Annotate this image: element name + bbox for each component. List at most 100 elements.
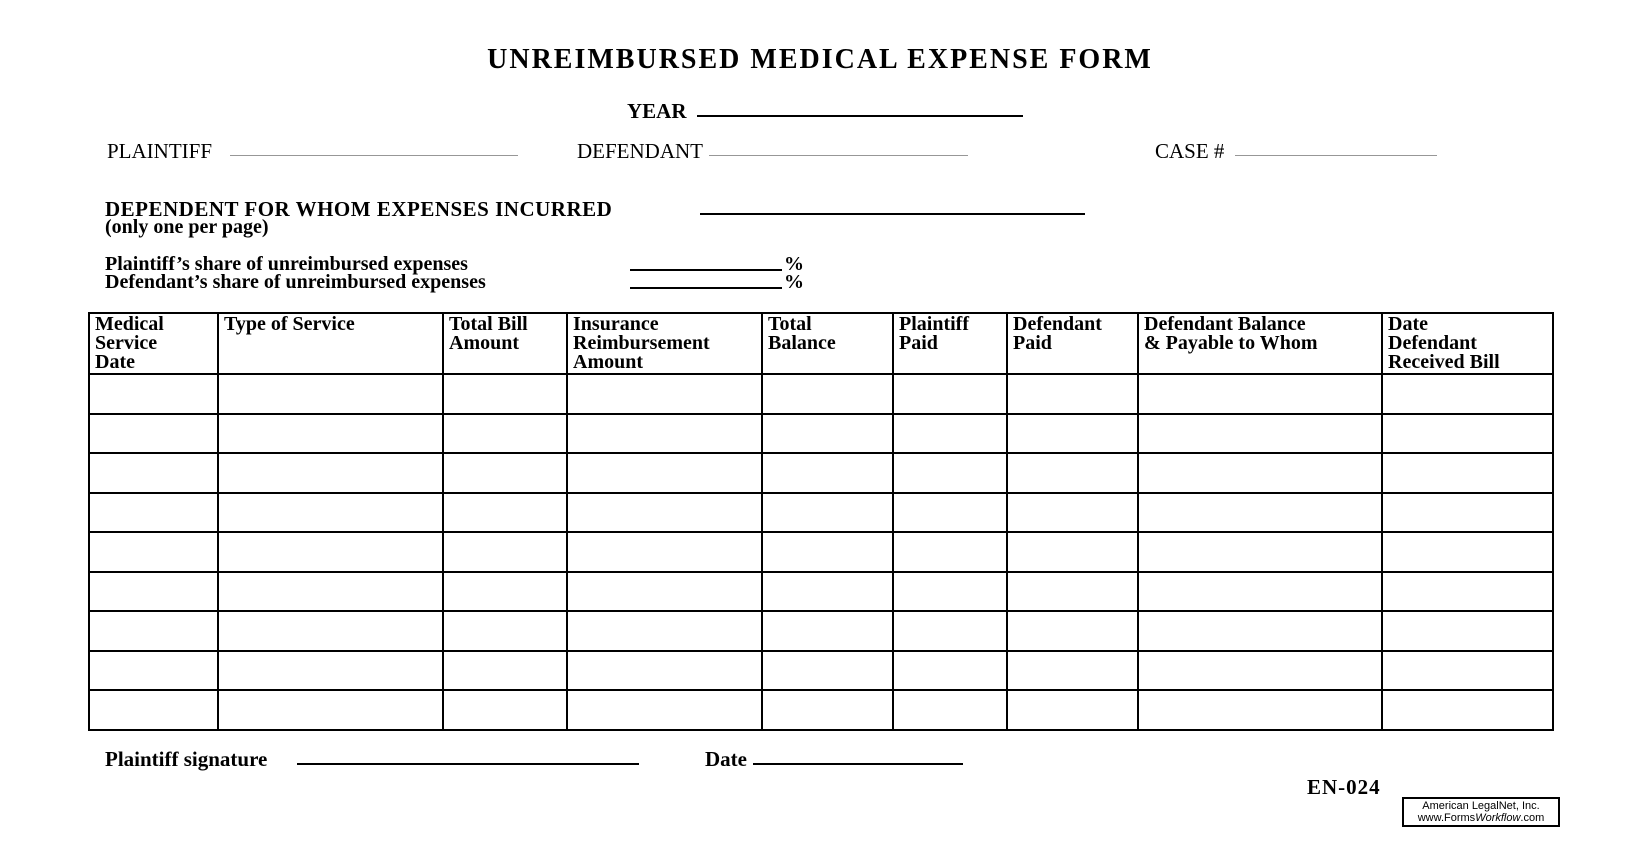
table-row <box>88 412 1554 454</box>
table-cell <box>892 649 1008 691</box>
table-cell <box>1137 531 1383 573</box>
table-cell <box>442 610 568 652</box>
parties-row: PLAINTIFF DEFENDANT CASE # <box>0 139 1650 163</box>
table-cell <box>761 610 894 652</box>
table-cell <box>892 412 1008 454</box>
table-cell <box>1381 491 1554 533</box>
table-row <box>88 531 1554 573</box>
column-header: Total Balance <box>761 312 894 375</box>
defendant-blank-line <box>709 139 968 156</box>
table-cell <box>1006 610 1139 652</box>
dependent-blank-line <box>700 197 1085 215</box>
table-cell <box>761 649 894 691</box>
table-cell <box>892 491 1008 533</box>
table-cell <box>217 689 444 731</box>
table-row <box>88 570 1554 612</box>
column-header: Defendant Paid <box>1006 312 1139 375</box>
table-cell <box>566 452 763 494</box>
column-header: Insurance Reimbursement Amount <box>566 312 763 375</box>
table-cell <box>1006 689 1139 731</box>
table-cell <box>761 491 894 533</box>
table-cell <box>88 412 219 454</box>
table-cell <box>1381 373 1554 415</box>
year-row: YEAR <box>0 99 1650 123</box>
table-cell <box>566 570 763 612</box>
table-cell <box>88 491 219 533</box>
table-cell <box>442 570 568 612</box>
defendant-share-label: Defendant’s share of unreimbursed expens… <box>105 271 486 293</box>
table-cell <box>1381 689 1554 731</box>
table-cell <box>217 373 444 415</box>
plaintiff-share-blank-line <box>630 253 782 271</box>
column-header: Date Defendant Received Bill <box>1381 312 1554 375</box>
signature-blank-line <box>297 747 639 765</box>
table-cell <box>761 689 894 731</box>
table-cell <box>1381 570 1554 612</box>
defendant-label: DEFENDANT <box>577 139 703 163</box>
table-cell <box>761 452 894 494</box>
table-cell <box>761 373 894 415</box>
table-cell <box>1006 491 1139 533</box>
table-cell <box>1137 689 1383 731</box>
table-cell <box>442 491 568 533</box>
table-cell <box>88 531 219 573</box>
table-cell <box>88 610 219 652</box>
table-cell <box>442 412 568 454</box>
dependent-label: DEPENDENT FOR WHOM EXPENSES INCURRED <box>105 197 613 221</box>
table-cell <box>1006 570 1139 612</box>
table-cell <box>892 689 1008 731</box>
table-cell <box>1006 452 1139 494</box>
date-blank-line <box>753 747 963 765</box>
publisher-logo: American LegalNet, Inc. www.FormsWorkflo… <box>1402 797 1560 827</box>
year-label: YEAR <box>627 99 687 123</box>
column-header: Defendant Balance & Payable to Whom <box>1137 312 1383 375</box>
plaintiff-share-row: Plaintiff’s share of unreimbursed expens… <box>0 253 1650 277</box>
dependent-note: (only one per page) <box>105 216 269 238</box>
publisher-url: www.FormsWorkflow.com <box>1417 812 1545 824</box>
table-cell <box>217 491 444 533</box>
table-cell <box>442 649 568 691</box>
table-cell <box>88 452 219 494</box>
dependent-note-row: (only one per page) <box>0 216 1650 240</box>
year-blank-line <box>697 99 1023 117</box>
table-cell <box>88 373 219 415</box>
table-cell <box>1137 649 1383 691</box>
table-cell <box>1137 570 1383 612</box>
table-cell <box>761 531 894 573</box>
table-cell <box>892 531 1008 573</box>
table-row <box>88 452 1554 494</box>
table-cell <box>217 610 444 652</box>
dependent-row: DEPENDENT FOR WHOM EXPENSES INCURRED <box>0 197 1650 221</box>
plaintiff-label: PLAINTIFF <box>107 139 213 163</box>
table-cell <box>892 373 1008 415</box>
table-cell <box>1381 452 1554 494</box>
table-cell <box>217 412 444 454</box>
column-header: Medical Service Date <box>88 312 219 375</box>
table-cell <box>1137 452 1383 494</box>
table-cell <box>442 452 568 494</box>
table-cell <box>1137 373 1383 415</box>
table-cell <box>892 610 1008 652</box>
table-cell <box>761 412 894 454</box>
table-cell <box>1381 412 1554 454</box>
signature-row: Plaintiff signature Date <box>0 747 1650 771</box>
table-cell <box>1006 373 1139 415</box>
table-row <box>88 689 1554 731</box>
table-cell <box>566 649 763 691</box>
table-cell <box>566 689 763 731</box>
date-label: Date <box>705 747 747 771</box>
table-cell <box>442 531 568 573</box>
table-cell <box>217 531 444 573</box>
defendant-share-blank-line <box>630 271 782 289</box>
table-cell <box>892 570 1008 612</box>
table-cell <box>566 412 763 454</box>
table-cell <box>217 452 444 494</box>
case-number-label: CASE # <box>1155 139 1225 163</box>
table-cell <box>1137 491 1383 533</box>
table-cell <box>1006 412 1139 454</box>
table-cell <box>1006 531 1139 573</box>
case-number-blank-line <box>1235 139 1437 156</box>
plaintiff-signature-label: Plaintiff signature <box>105 747 268 771</box>
defendant-share-row: Defendant’s share of unreimbursed expens… <box>0 271 1650 295</box>
